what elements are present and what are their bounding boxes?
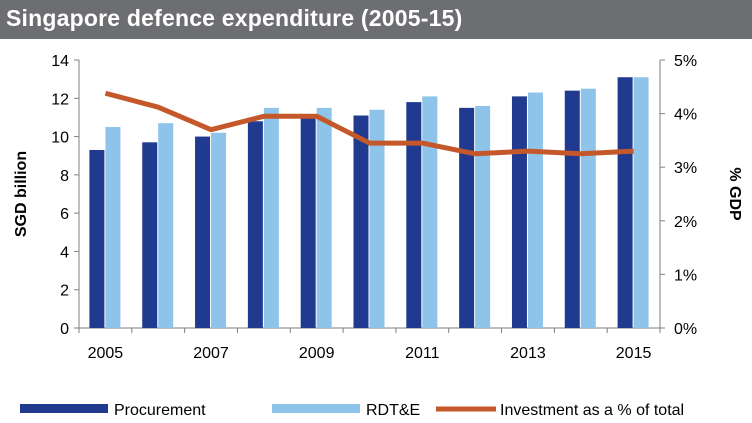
bar-procurement — [89, 149, 105, 328]
legend-swatch-procurement — [20, 404, 108, 413]
bar-rdte — [369, 109, 385, 329]
bar-procurement — [247, 121, 263, 328]
title-bar: Singapore defence expenditure (2005-15) — [0, 0, 752, 39]
y2-tick-label: 3% — [674, 160, 697, 177]
y2-tick-label: 4% — [674, 107, 697, 124]
x-tick-label: 2009 — [299, 345, 335, 362]
bar-rdte — [633, 77, 649, 328]
bar-rdte — [158, 123, 174, 329]
y2-tick-label: 1% — [674, 267, 697, 284]
bar-procurement — [617, 77, 633, 328]
y2-tick-label: 2% — [674, 214, 697, 231]
chart-title: Singapore defence expenditure (2005-15) — [6, 5, 463, 31]
legend-label-procurement: Procurement — [114, 402, 206, 419]
y-axis-title: SGD billion — [13, 151, 30, 237]
y-tick-label: 2 — [60, 283, 69, 300]
bar-procurement — [300, 117, 316, 328]
bar-procurement — [459, 107, 475, 328]
bar-rdte — [580, 88, 596, 328]
bars-group — [89, 77, 649, 329]
legend-label-investment: Investment as a % of total — [500, 402, 684, 419]
bar-rdte — [475, 105, 491, 328]
y-tick-label: 12 — [51, 91, 69, 108]
bar-procurement — [511, 96, 527, 328]
y-tick-label: 8 — [60, 168, 69, 185]
bar-rdte — [527, 92, 543, 329]
line-investment — [104, 90, 634, 157]
x-tick-label: 2007 — [193, 345, 229, 362]
x-tick-label: 2011 — [405, 345, 440, 362]
y-tick-label: 6 — [60, 206, 69, 223]
bar-procurement — [406, 102, 422, 328]
legend-swatch-rdte — [272, 404, 360, 413]
labels-group: 0 2 4 6 8 10 12 14 0% 1% 2% 3% 4% 5% 2005 2007 2009 2011 2… — [13, 53, 743, 362]
bar-rdte — [105, 127, 121, 328]
y-tick-label: 0 — [60, 321, 69, 338]
bar-rdte — [263, 107, 279, 328]
bar-procurement — [353, 115, 369, 328]
y2-tick-label: 5% — [674, 53, 697, 70]
x-tick-label: 2015 — [616, 345, 652, 362]
y2-axis-title: % GDP — [726, 167, 743, 221]
x-tick-label: 2013 — [510, 345, 546, 362]
bar-procurement — [142, 142, 158, 328]
x-tick-label: 2005 — [88, 345, 124, 362]
line-group — [104, 90, 634, 157]
y2-tick-label: 0% — [674, 321, 697, 338]
y-tick-label: 14 — [51, 53, 69, 70]
bar-procurement — [195, 136, 211, 328]
bar-rdte — [211, 132, 227, 328]
y-tick-label: 10 — [51, 130, 69, 147]
legend-group: Procurement RDT&E Investment as a % of tot… — [20, 402, 684, 419]
bar-rdte — [316, 107, 332, 328]
y-tick-label: 4 — [60, 244, 69, 261]
bar-rdte — [422, 96, 438, 328]
legend-label-rdte: RDT&E — [366, 402, 420, 419]
bar-procurement — [564, 90, 580, 328]
